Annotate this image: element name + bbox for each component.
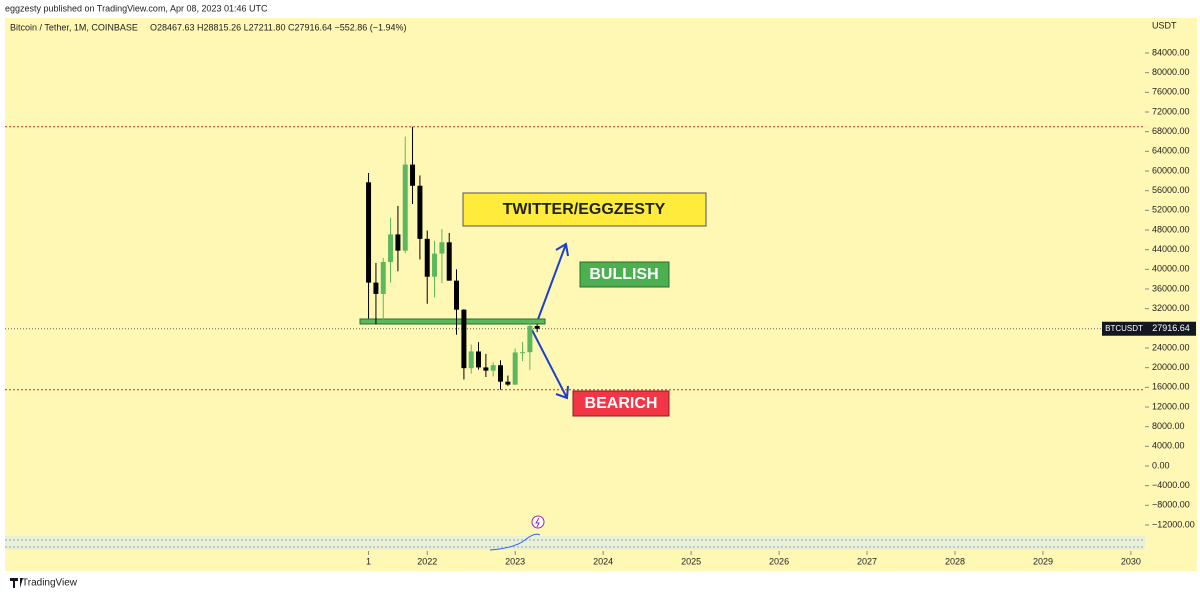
candle-body [519,352,525,354]
y-tick-label: 36000.00 [1152,283,1190,293]
zone [359,318,546,325]
indicator-curve [489,533,541,551]
event-icon [531,515,545,529]
candle-body [388,234,394,262]
x-tick-label: 2029 [1033,556,1053,566]
bear-annotation: BEARICH [585,395,658,412]
candle-body [424,238,430,277]
y-tick-label: 44000.00 [1152,244,1190,254]
candle-body [439,242,445,254]
y-tick-label: −12000.00 [1152,519,1195,529]
y-tick-label: 4000.00 [1152,441,1185,451]
y-tick-label: 16000.00 [1152,382,1190,392]
x-tick-label: 2027 [857,556,877,566]
y-tick-label: 32000.00 [1152,303,1190,313]
candle-body [366,182,372,283]
plot-bg [5,18,1197,571]
x-tick-label: 2028 [945,556,965,566]
x-tick-label: 2025 [681,556,701,566]
y-tick-label: 68000.00 [1152,126,1190,136]
candle-body [410,164,416,186]
y-tick-label: 76000.00 [1152,87,1190,97]
y-tick-label: −8000.00 [1152,500,1190,510]
y-tick-label: 60000.00 [1152,165,1190,175]
title-annotation: TWITTER/EGGZESTY [503,201,666,218]
publisher: eggzesty published on TradingView.com, A… [5,3,268,13]
candle-body [432,253,438,277]
bull-annotation: BULLISH [589,266,658,283]
candle-body [461,309,467,369]
candle-body [505,381,511,385]
symbol-tag [1102,321,1146,336]
candle-body [534,326,540,329]
event-bolt [535,517,540,528]
candle-body [395,234,401,251]
y-tick-label: 72000.00 [1152,106,1190,116]
candle-body [490,365,496,371]
bull-box [579,261,670,288]
title-box [462,192,707,227]
x-tick-label: 1 [366,556,371,566]
symbol-name: Bitcoin / Tether, 1M, COINBASE [10,22,138,32]
candle-body [446,242,452,281]
y-axis-label: USDT [1152,20,1177,30]
candle-body [468,351,474,369]
x-tick-label: 2023 [505,556,525,566]
brand: TradingView [22,578,78,589]
x-tick-label: 2022 [417,556,437,566]
bear-box [572,390,670,417]
candle-body [497,365,503,382]
price-tag [1146,321,1196,336]
y-tick-label: 52000.00 [1152,205,1190,215]
candle-body [476,351,482,368]
candle-body [402,164,408,251]
symbol-tag-text: BTCUSDT [1105,324,1143,333]
candle-body [380,261,386,294]
x-tick-label: 2024 [593,556,613,566]
y-tick-label: 56000.00 [1152,185,1190,195]
y-tick-label: 8000.00 [1152,421,1185,431]
tv-logo [10,578,23,588]
y-tick-label: 80000.00 [1152,67,1190,77]
candle-body [454,280,460,310]
indicator-pane [5,536,1145,550]
y-tick-label: 20000.00 [1152,362,1190,372]
price-tag-text: 27916.64 [1152,323,1190,333]
y-tick-label: 24000.00 [1152,342,1190,352]
candle-body [483,367,489,371]
y-tick-label: 64000.00 [1152,146,1190,156]
y-tick-label: 0.00 [1152,460,1170,470]
x-tick-label: 2026 [769,556,789,566]
y-tick-label: −4000.00 [1152,480,1190,490]
bull-arrow [536,242,569,323]
ohlc: O28467.63 H28815.26 L27211.80 C27916.64 … [150,22,407,32]
bear-arrow [531,329,569,400]
y-tick-label: 84000.00 [1152,47,1190,57]
candle-body [512,352,518,385]
candle-body [417,185,423,239]
x-tick-label: 2030 [1121,556,1141,566]
y-tick-label: 40000.00 [1152,264,1190,274]
y-tick-label: 12000.00 [1152,401,1190,411]
y-tick-label: 48000.00 [1152,224,1190,234]
candle-body [527,325,533,353]
candle-body [373,282,379,294]
